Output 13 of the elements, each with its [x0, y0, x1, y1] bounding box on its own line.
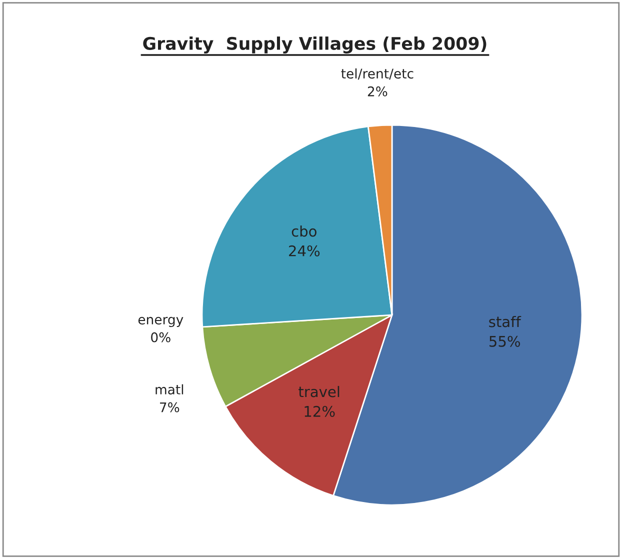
data-label: 7% — [160, 402, 180, 412]
data-label: 24% — [289, 245, 320, 256]
slice-label: cbo — [292, 225, 316, 237]
data-label: 55% — [490, 336, 520, 347]
data-label: 2% — [368, 86, 388, 96]
chart-title: Gravity Supply Villages (Feb 2009) — [143, 36, 486, 54]
slice-label: staff — [489, 316, 522, 328]
text: 0% — [151, 332, 170, 342]
slice-label: matl — [156, 384, 184, 394]
category-label: energy — [138, 316, 184, 328]
slice-label: tel/rent/etc — [341, 68, 414, 80]
data-label: 12% — [304, 406, 335, 417]
slice-label: travel — [298, 386, 340, 398]
